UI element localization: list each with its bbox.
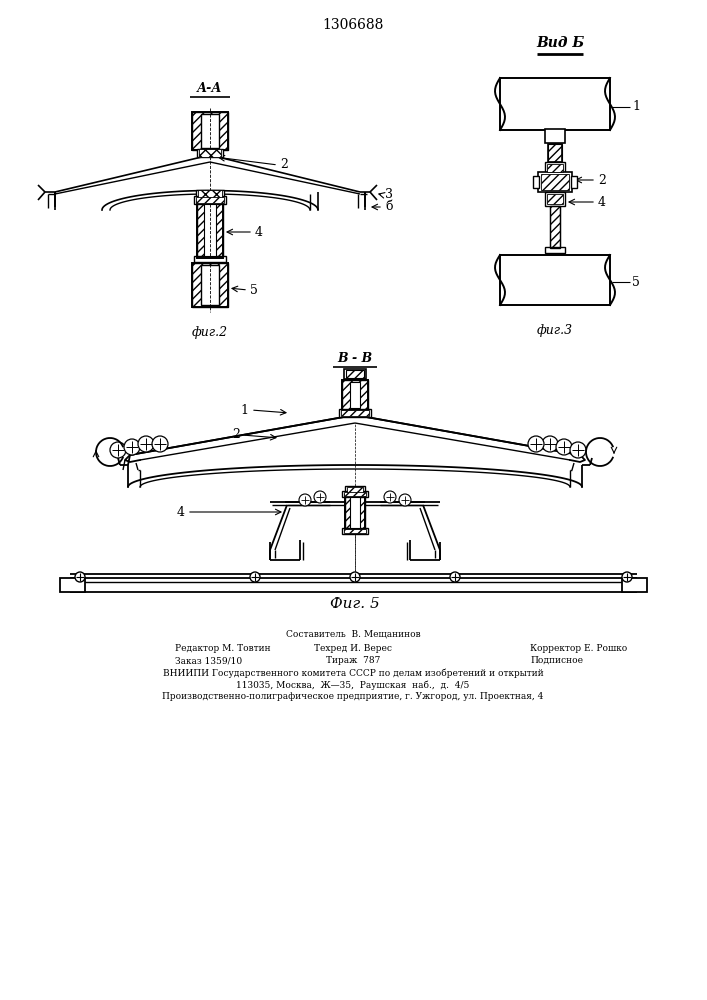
Circle shape bbox=[314, 491, 326, 503]
Text: Тираж  787: Тираж 787 bbox=[326, 656, 380, 665]
Text: б: б bbox=[385, 200, 392, 214]
Circle shape bbox=[399, 494, 411, 506]
Bar bbox=[545, 129, 565, 143]
Circle shape bbox=[384, 491, 396, 503]
Bar bbox=[550, 206, 560, 248]
Bar bbox=[545, 162, 565, 174]
Bar bbox=[345, 495, 365, 530]
Text: ВНИИПИ Государственного комитета СССР по делам изобретений и открытий: ВНИИПИ Государственного комитета СССР по… bbox=[163, 668, 544, 678]
Bar bbox=[345, 486, 365, 494]
Text: фиг.3: фиг.3 bbox=[537, 324, 573, 337]
Text: 5: 5 bbox=[632, 275, 640, 288]
Text: 5: 5 bbox=[250, 284, 258, 296]
Bar bbox=[197, 149, 223, 157]
Circle shape bbox=[124, 439, 140, 455]
Bar bbox=[204, 204, 216, 256]
Bar bbox=[500, 78, 610, 130]
Text: Редактор М. Товтин: Редактор М. Товтин bbox=[175, 644, 271, 653]
Text: В - В: В - В bbox=[337, 352, 373, 365]
Text: Заказ 1359/10: Заказ 1359/10 bbox=[175, 656, 242, 665]
Bar bbox=[201, 114, 219, 148]
Text: 1: 1 bbox=[240, 403, 248, 416]
Bar bbox=[197, 202, 223, 258]
Bar bbox=[341, 410, 369, 416]
Text: Производственно-полиграфическое предприятие, г. Ужгород, ул. Проектная, 4: Производственно-полиграфическое предприя… bbox=[163, 692, 544, 701]
Bar bbox=[571, 176, 577, 188]
Bar bbox=[342, 380, 368, 410]
Text: Техред И. Верес: Техред И. Верес bbox=[314, 644, 392, 653]
Bar bbox=[60, 578, 85, 592]
Text: Составитель  В. Мещанинов: Составитель В. Мещанинов bbox=[286, 630, 421, 639]
Text: 4: 4 bbox=[598, 196, 606, 209]
Bar bbox=[545, 247, 565, 253]
Text: 3: 3 bbox=[385, 188, 393, 202]
Bar bbox=[198, 190, 222, 200]
Text: 2: 2 bbox=[598, 174, 606, 186]
Circle shape bbox=[528, 436, 544, 452]
Text: Вид Б: Вид Б bbox=[536, 36, 584, 50]
Bar bbox=[192, 112, 228, 150]
Bar bbox=[500, 255, 610, 305]
Text: Подписное: Подписное bbox=[530, 656, 583, 665]
Circle shape bbox=[570, 442, 586, 458]
Text: 113035, Москва,  Ж—35,  Раушская  наб.,  д.  4/5: 113035, Москва, Ж—35, Раушская наб., д. … bbox=[236, 680, 469, 690]
Bar bbox=[196, 190, 224, 200]
Text: 2: 2 bbox=[232, 428, 240, 442]
Bar bbox=[201, 265, 219, 305]
Bar bbox=[346, 370, 364, 378]
Bar bbox=[199, 149, 221, 157]
Circle shape bbox=[299, 494, 311, 506]
Bar bbox=[547, 164, 563, 172]
Text: 4: 4 bbox=[177, 506, 185, 518]
Bar bbox=[545, 192, 565, 206]
Bar bbox=[196, 197, 224, 203]
Circle shape bbox=[450, 572, 460, 582]
Bar bbox=[192, 263, 228, 307]
Bar bbox=[194, 196, 226, 204]
Circle shape bbox=[250, 572, 260, 582]
Circle shape bbox=[350, 572, 360, 582]
Bar bbox=[350, 497, 360, 528]
Bar bbox=[192, 263, 228, 307]
Bar bbox=[547, 194, 563, 204]
Bar bbox=[194, 256, 226, 262]
Bar bbox=[541, 174, 569, 190]
Bar bbox=[342, 528, 368, 534]
Text: 1306688: 1306688 bbox=[322, 18, 384, 32]
Text: А-А: А-А bbox=[197, 82, 223, 95]
Text: фиг.2: фиг.2 bbox=[192, 326, 228, 339]
Text: 2: 2 bbox=[280, 158, 288, 172]
Bar bbox=[350, 382, 360, 408]
Circle shape bbox=[622, 572, 632, 582]
Circle shape bbox=[542, 436, 558, 452]
Polygon shape bbox=[355, 415, 585, 462]
Circle shape bbox=[110, 442, 126, 458]
Bar bbox=[550, 206, 560, 248]
Bar bbox=[538, 172, 572, 192]
Circle shape bbox=[152, 436, 168, 452]
Bar bbox=[347, 487, 363, 493]
Bar bbox=[548, 144, 562, 162]
Text: Фиг. 5: Фиг. 5 bbox=[330, 597, 380, 611]
Polygon shape bbox=[125, 415, 355, 462]
Bar bbox=[344, 529, 366, 533]
Circle shape bbox=[75, 572, 85, 582]
Bar bbox=[339, 409, 371, 417]
Bar bbox=[344, 492, 366, 496]
Bar bbox=[197, 202, 223, 258]
Circle shape bbox=[556, 439, 572, 455]
Bar bbox=[342, 380, 368, 410]
Bar bbox=[533, 176, 539, 188]
Bar bbox=[548, 144, 562, 162]
Bar bbox=[192, 112, 228, 150]
Bar bbox=[342, 491, 368, 497]
Bar bbox=[622, 578, 647, 592]
Text: 1: 1 bbox=[632, 101, 640, 113]
Text: Корректор Е. Рошко: Корректор Е. Рошко bbox=[530, 644, 627, 653]
Bar bbox=[345, 495, 365, 530]
Bar bbox=[344, 369, 366, 379]
Text: 4: 4 bbox=[255, 226, 263, 238]
Circle shape bbox=[138, 436, 154, 452]
